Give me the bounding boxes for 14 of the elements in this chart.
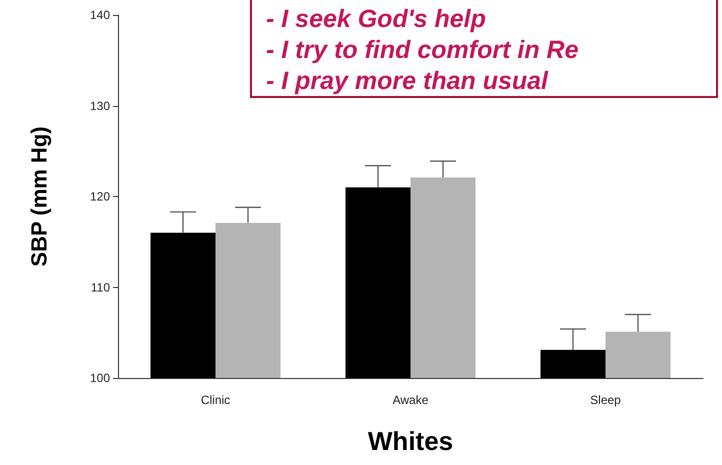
y-tick-label: 140 [90,8,110,22]
x-axis-title: Whites [368,426,454,456]
x-tick-label: Clinic [200,393,230,407]
y-axis-title: SBP (mm Hg) [26,126,52,267]
y-tick-label: 110 [90,280,110,294]
annotation: - I seek God's help [266,4,487,35]
y-tick-label: 100 [90,371,110,385]
y-tick-label: 130 [90,98,110,113]
y-tick-label: 120 [90,190,110,204]
annotation: - I pray more than usual [266,66,550,97]
annotation: - I try to find comfort in Re [266,35,580,66]
x-tick-label: Awake [392,393,429,407]
text-box: - I seek God's help - I try to find comfort in Re - I pray more than usual [250,0,718,98]
x-tick-label: Sleep [590,393,622,407]
